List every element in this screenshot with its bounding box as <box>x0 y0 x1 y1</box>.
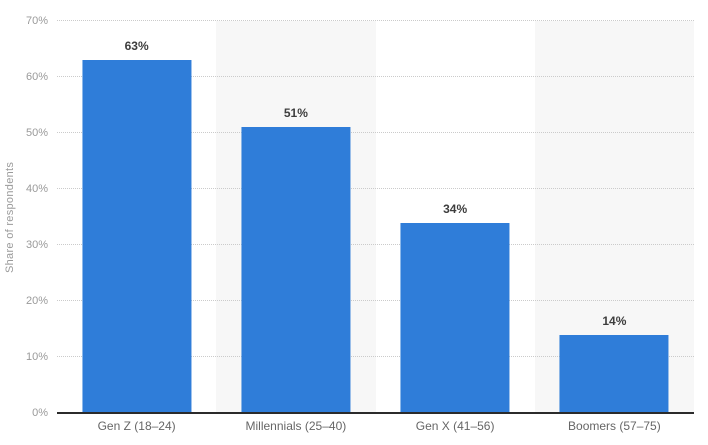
y-tick-label: 50% <box>25 127 48 139</box>
bar-layer: 63% 51% 34% 14% <box>57 21 694 413</box>
gridline <box>57 300 694 301</box>
gridline <box>57 20 694 21</box>
gridline <box>57 132 694 133</box>
x-axis-category-labels: Gen Z (18–24) Millennials (25–40) Gen X (4… <box>57 419 694 433</box>
category-label: Gen Z (18–24) <box>97 419 176 433</box>
category-label: Gen X (41–56) <box>415 419 495 433</box>
y-tick-label: 20% <box>25 295 48 307</box>
y-tick-label: 60% <box>25 71 48 83</box>
bar-slot: 63% <box>57 21 216 413</box>
gridline <box>57 356 694 357</box>
gridline <box>57 76 694 77</box>
y-tick-label: 30% <box>25 239 48 251</box>
bar[interactable] <box>82 60 192 413</box>
bar-value-label: 34% <box>443 201 468 216</box>
bar-value-label: 63% <box>124 39 149 54</box>
bar-value-label: 51% <box>283 106 308 121</box>
y-tick-label: 40% <box>25 183 48 195</box>
category-label: Millennials (25–40) <box>245 419 347 433</box>
gridline <box>57 244 694 245</box>
bar-slot: 34% <box>376 21 535 413</box>
bar-slot: 51% <box>216 21 375 413</box>
bar[interactable] <box>400 222 510 413</box>
gridline <box>57 188 694 189</box>
plot-area: 63% 51% 34% 14% <box>57 20 694 414</box>
y-tick-label: 70% <box>25 15 48 27</box>
bar-value-label: 14% <box>602 313 627 328</box>
y-tick-label: 10% <box>25 351 48 363</box>
bar[interactable] <box>559 334 669 413</box>
y-axis-tick-labels: 0% 10% 20% 30% 40% 50% 60% 70% <box>0 15 48 419</box>
category-label: Boomers (57–75) <box>568 419 661 433</box>
x-axis-line <box>57 412 694 414</box>
y-tick-label: 0% <box>32 407 48 419</box>
bar-slot: 14% <box>535 21 694 413</box>
bar[interactable] <box>241 127 351 413</box>
